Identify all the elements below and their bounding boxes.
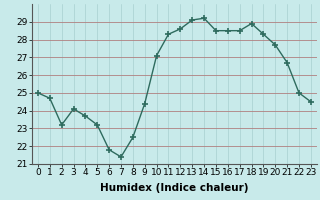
X-axis label: Humidex (Indice chaleur): Humidex (Indice chaleur)	[100, 183, 249, 193]
